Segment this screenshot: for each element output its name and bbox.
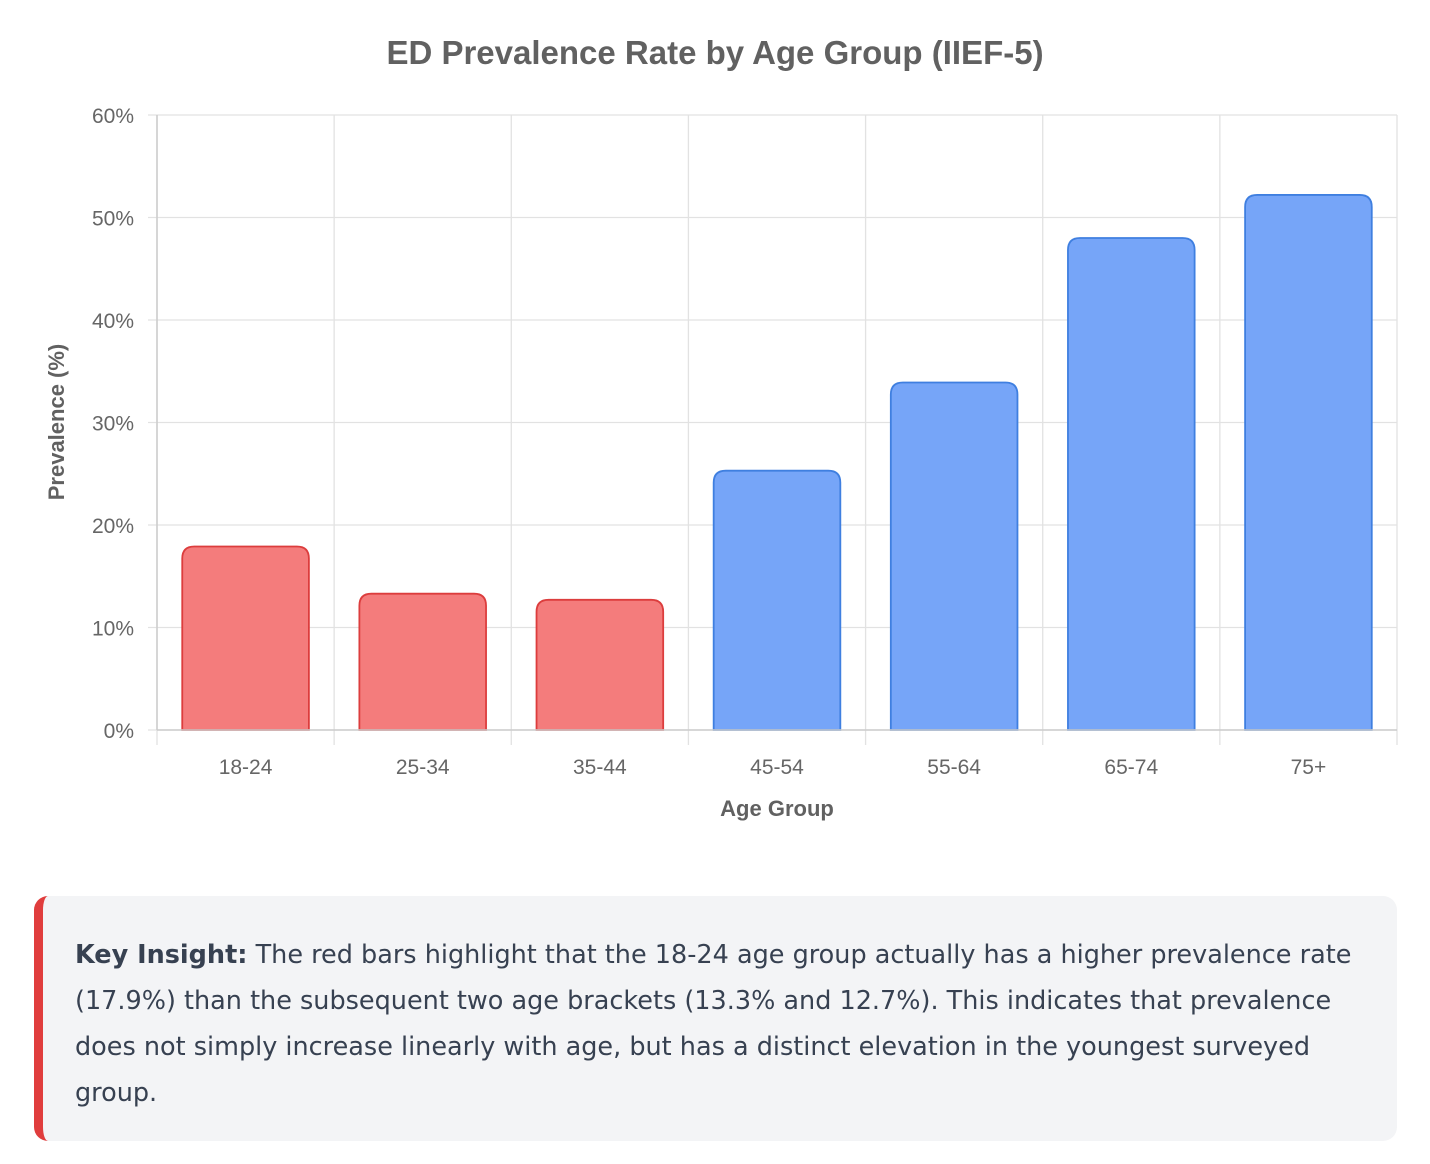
- bar-35-44: [535, 598, 665, 731]
- y-tick-label: 60%: [92, 105, 134, 128]
- y-tick-label: 20%: [92, 515, 134, 538]
- bar-chart: ED Prevalence Rate by Age Group (IIEF-5)…: [44, 34, 1398, 821]
- bar-18-24: [181, 545, 310, 731]
- bar-65-74: [1067, 237, 1196, 731]
- bar-75plus: [1244, 194, 1373, 731]
- chart-canvas: ED Prevalence Rate by Age Group (IIEF-5)…: [44, 34, 1398, 821]
- axes: 0% 10% 20% 30% 40% 50% 60% 18-24 25-34 35-44 45-54…: [92, 105, 1397, 779]
- grid-lines: [148, 114, 1398, 745]
- insight-text: The red bars highlight that the 18-24 ag…: [75, 940, 1352, 1108]
- bars: [181, 194, 1373, 731]
- y-tick-label: 30%: [92, 413, 134, 436]
- y-axis-title: Prevalence (%): [44, 344, 69, 501]
- chart-title: ED Prevalence Rate by Age Group (IIEF-5): [386, 34, 1043, 71]
- x-tick-label: 18-24: [219, 756, 273, 779]
- y-tick-label: 50%: [92, 208, 134, 231]
- x-tick-label: 75+: [1291, 756, 1327, 779]
- insight-label: Key Insight:: [75, 940, 248, 970]
- x-tick-label: 55-64: [927, 756, 981, 779]
- y-tick-label: 0%: [104, 720, 134, 743]
- bar-45-54: [712, 469, 842, 731]
- y-tick-label: 10%: [92, 618, 134, 641]
- bar-55-64: [889, 381, 1019, 731]
- x-tick-label: 25-34: [396, 756, 450, 779]
- x-tick-label: 45-54: [750, 756, 804, 779]
- x-tick-label: 65-74: [1104, 756, 1158, 779]
- key-insight-callout: Key Insight: The red bars highlight that…: [34, 896, 1397, 1141]
- bar-25-34: [358, 592, 487, 731]
- x-tick-label: 35-44: [573, 756, 627, 779]
- x-axis-title: Age Group: [720, 796, 834, 821]
- y-tick-label: 40%: [92, 310, 134, 333]
